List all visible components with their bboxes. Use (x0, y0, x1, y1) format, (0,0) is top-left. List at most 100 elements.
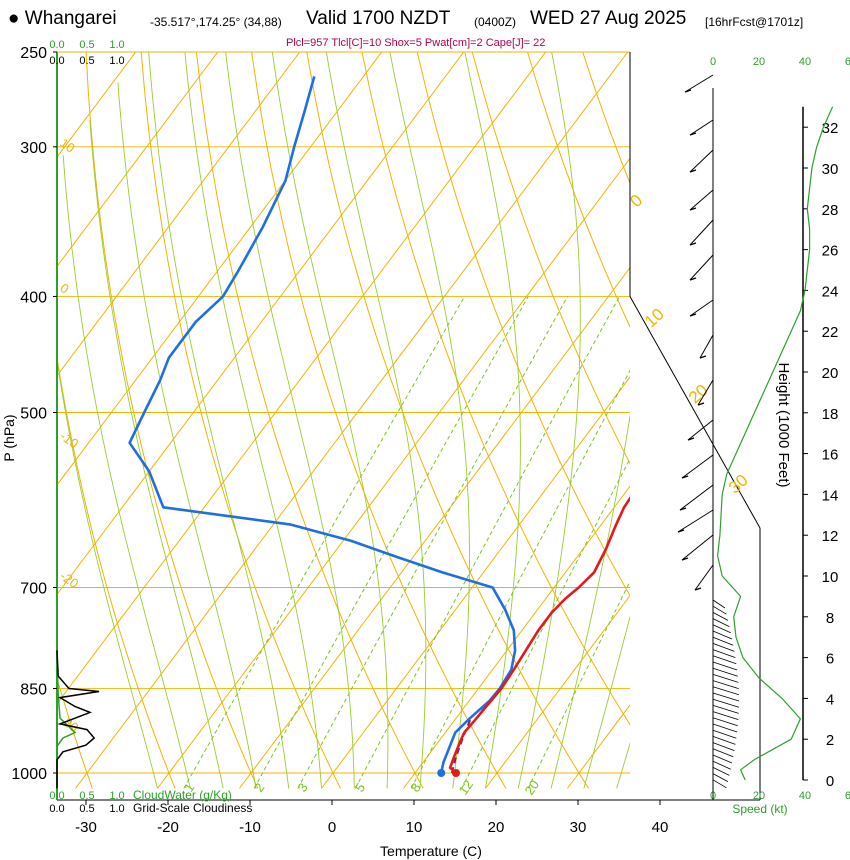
wind-barb-flag (681, 557, 689, 561)
isotherm-line (57, 52, 547, 705)
isotherm-line (57, 52, 383, 486)
wind-barb-low (712, 748, 734, 758)
mixing-ratio-line (527, 580, 630, 789)
wind-barb-shaft (699, 334, 714, 359)
moist-adiabat-line (325, 52, 427, 789)
cloudwater-axis-bottom: 0.0 (49, 790, 64, 802)
cloudwater-axis-bottom: 0.5 (79, 790, 94, 802)
speed-axis-bottom: 20 (753, 790, 765, 802)
cloudwater-axis-top: 0.0 (49, 39, 64, 51)
height-tick-label: 16 (822, 447, 839, 464)
dry-adiabat-line (85, 52, 259, 789)
wind-barb-shaft (689, 119, 714, 136)
wind-barb-low (712, 618, 730, 627)
wind-barb-low (712, 661, 738, 671)
speed-axis-top: 60 (845, 56, 850, 68)
x-tick-label: 30 (570, 819, 587, 836)
pressure-tick-label: 850 (20, 681, 47, 698)
moist-adiabat-line (550, 413, 630, 789)
wind-barb-low (712, 717, 738, 727)
mixing-ratio-line (297, 296, 569, 789)
wind-barb-flag (689, 277, 697, 281)
wind-barb-flag (687, 437, 695, 441)
wind-barb-low (712, 649, 736, 658)
mixing-ratio-line (253, 296, 529, 789)
moist-adiabat-line (650, 52, 850, 788)
height-tick-label: 6 (826, 651, 834, 668)
pressure-tick-label: 500 (20, 406, 47, 423)
pressure-tick-label: 400 (20, 289, 47, 306)
wind-barb-shaft (689, 254, 714, 281)
height-tick-label: 26 (822, 243, 839, 260)
isotherm-line (75, 52, 629, 789)
wind-barb-low (712, 729, 737, 739)
wind-barb-shaft (689, 189, 714, 211)
header-date: WED 27 Aug 2025 (530, 8, 687, 29)
wind-speed-line (716, 106, 834, 781)
dry-adiabat-line (582, 52, 630, 185)
moist-adiabat-line (271, 52, 389, 789)
profiles (128, 76, 630, 774)
wind-barb-flag (679, 507, 687, 511)
header-utc: (0400Z) (474, 15, 517, 29)
dry-adiabat-line (361, 52, 630, 726)
cloudiness-axis-bottom: 0.5 (79, 803, 94, 815)
wind-barb-shaft (697, 379, 714, 406)
height-tick-label: 28 (822, 202, 839, 219)
height-tick-label: 0 (826, 773, 834, 790)
speed-axis-label: Speed (kt) (732, 802, 787, 816)
x-axis-label: Temperature (C) (380, 843, 482, 859)
wind-barb-low (712, 711, 739, 720)
isotherm-line (485, 594, 630, 789)
wind-barb-flag (689, 169, 697, 173)
wind-barb-low (712, 643, 735, 652)
x-tick-label: -20 (157, 819, 179, 836)
wind-barb-flag (689, 132, 697, 136)
location-name: Whangarei (24, 8, 117, 29)
height-tick-label: 8 (826, 610, 834, 627)
wind-barb-flag (694, 587, 702, 591)
wind-barb-flag (689, 207, 697, 211)
wind-barb-flag (699, 355, 707, 359)
isotherm-line (57, 52, 219, 268)
temperature-surface-dot (452, 769, 460, 777)
isotherm-line (403, 485, 630, 789)
wind-barb-low (712, 655, 737, 665)
speed-axis-bottom: 40 (799, 790, 811, 802)
wind-barb-low (712, 630, 733, 640)
cloudiness-axis-bottom: 1.0 (109, 803, 124, 815)
moist-adiabat-line (583, 615, 630, 789)
isotherm-line (239, 266, 630, 789)
speed-axis-top: 20 (753, 56, 765, 68)
cloudwater-axis-bottom: 1.0 (109, 790, 124, 802)
x-tick-label: -10 (239, 819, 261, 836)
wind-barb-shaft (687, 419, 714, 441)
wind-barb-low (712, 736, 736, 745)
mixing-ratio-label: 12 (455, 777, 476, 797)
x-tick-label: 10 (406, 819, 423, 836)
height-axis-label: Height (1000 Feet) (775, 362, 792, 487)
speed-axis-top: 40 (799, 56, 811, 68)
isotherm-label-right: 30 (725, 471, 752, 498)
mixing-ratio-label: 3 (294, 780, 310, 795)
wind-barb-flag (689, 313, 697, 317)
wind-barb-low (712, 624, 731, 634)
cloudiness-label: Grid-Scale Cloudiness (133, 801, 252, 815)
cloudiness-axis-top: 0.0 (49, 55, 64, 67)
dry-adiabat-line (306, 52, 590, 789)
plot-area (57, 52, 850, 789)
moist-adiabat-line (62, 155, 191, 789)
dewpoint-line (128, 76, 517, 774)
height-tick-label: 14 (822, 487, 839, 504)
temperature-line (448, 495, 630, 774)
wind-barb-low (712, 779, 727, 789)
wind-barb-low (712, 705, 739, 714)
cloudiness-axis-top: 0.5 (79, 55, 94, 67)
isotherm-line (57, 52, 465, 596)
dry-adiabat-line (251, 52, 507, 789)
wind-barb-low (712, 692, 740, 702)
moist-adiabat-line (225, 52, 355, 789)
mixing-ratio-label: 20 (522, 777, 543, 797)
wind-barb-flag (677, 529, 685, 533)
